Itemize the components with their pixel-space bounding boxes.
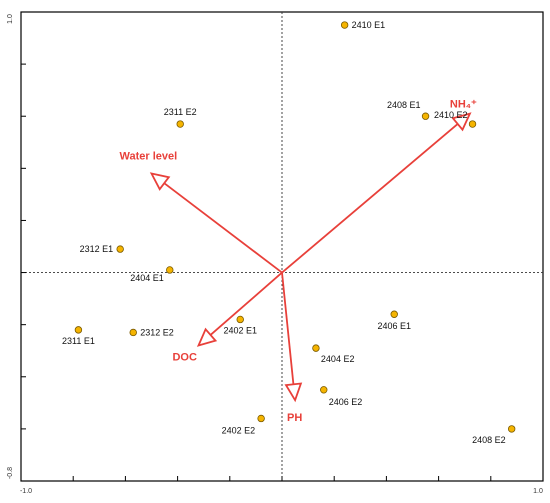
sample-point-label: 2410 E1 — [352, 20, 386, 30]
sample-point — [116, 245, 124, 253]
vector-arrowhead — [149, 172, 171, 191]
sample-point — [421, 112, 430, 120]
vector-label: NH₄⁺ — [450, 99, 477, 111]
sample-point — [176, 120, 184, 128]
sample-point-label: 2311 E1 — [62, 336, 95, 346]
sample-point-label: 2402 E1 — [223, 325, 257, 335]
sample-point — [507, 425, 516, 433]
sample-point — [129, 328, 137, 337]
sample-point — [166, 266, 174, 274]
vector-label: PH — [287, 412, 302, 424]
sample-point — [312, 344, 320, 352]
sample-point-label: 2402 E2 — [222, 425, 256, 435]
vector-label: DOC — [172, 352, 197, 364]
vector-line — [281, 272, 295, 385]
sample-point-label: 2311 E2 — [164, 107, 197, 117]
vectors: NH₄⁺ Water level DOC PH — [120, 99, 478, 425]
vector-arrowhead — [196, 327, 218, 347]
sample-point-label: 2312 E2 — [140, 327, 174, 337]
sample-point — [74, 326, 83, 334]
vector-arrowhead — [284, 382, 303, 403]
sample-point-label: 2404 E1 — [130, 273, 164, 283]
sample-point — [390, 310, 398, 318]
sample-point-label: 2408 E1 — [387, 100, 421, 110]
x-axis-max-label: 1.0 — [533, 488, 543, 495]
points: 2410 E1 2410 E2 2408 E1 2311 E2 2312 E1 2404 … — [62, 20, 516, 445]
sample-point-label: 2406 E2 — [329, 397, 363, 407]
sample-point-label: 2312 E1 — [80, 244, 114, 254]
sample-point — [320, 386, 328, 394]
sample-point — [468, 120, 477, 128]
sample-point — [257, 414, 265, 423]
sample-point-label: 2410 E2 — [434, 110, 468, 120]
sample-point-label: 2408 E2 — [472, 435, 506, 445]
vector-label: Water level — [120, 151, 178, 163]
y-axis-max-label: 1.0 — [7, 14, 14, 24]
sample-point-label: 2406 E1 — [377, 321, 411, 331]
sample-point-label: 2404 E2 — [321, 354, 355, 364]
y-axis-min-label: -0.8 — [7, 467, 14, 479]
sample-point — [340, 21, 349, 29]
vector-line — [163, 182, 283, 274]
vector-line — [209, 271, 283, 336]
x-axis-min-label: -1.0 — [20, 488, 32, 495]
sample-point — [236, 315, 244, 324]
vector-line — [281, 123, 459, 274]
axis-ticks: -1.0 1.0 1.0 -0.8 — [7, 14, 543, 495]
vector-arrowhead — [451, 112, 472, 132]
